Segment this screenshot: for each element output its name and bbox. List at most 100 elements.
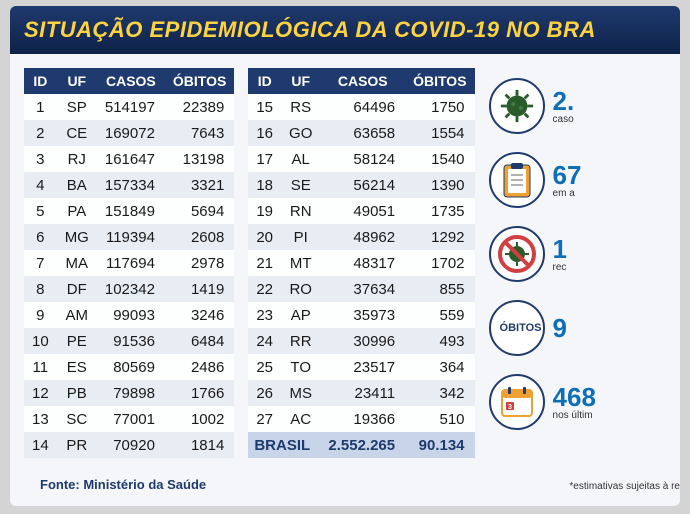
cell-obitos: 13198 [165, 146, 234, 172]
cell-casos: 117694 [97, 250, 165, 276]
states-table-left: ID UF CASOS ÓBITOS 1 SP 514197 22389 2 C… [24, 68, 234, 458]
table-row: 21 MT 48317 1702 [248, 250, 474, 276]
stat-text: 468 nos últim [553, 384, 596, 421]
cell-id: 25 [248, 354, 281, 380]
cell-casos: 48962 [320, 224, 405, 250]
cell-uf: AP [281, 302, 320, 328]
cell-uf: AL [281, 146, 320, 172]
virus-icon [498, 87, 536, 125]
stat-text: 1 rec [553, 236, 567, 273]
cell-casos: 161647 [97, 146, 165, 172]
source-text: Fonte: Ministério da Saúde [40, 477, 206, 492]
cell-id: 12 [24, 380, 57, 406]
total-casos: 2.552.265 [320, 432, 405, 458]
col-id: ID [24, 68, 57, 94]
page-title: SITUAÇÃO EPIDEMIOLÓGICA DA COVID-19 NO B… [24, 17, 596, 43]
cell-uf: DF [57, 276, 97, 302]
col-uf: UF [57, 68, 97, 94]
table-row: 22 RO 37634 855 [248, 276, 474, 302]
table-row: 19 RN 49051 1735 [248, 198, 474, 224]
stat-row: 2. caso [489, 72, 680, 140]
cell-uf: BA [57, 172, 97, 198]
cell-id: 15 [248, 94, 281, 120]
cell-obitos: 6484 [165, 328, 234, 354]
cell-obitos: 3246 [165, 302, 234, 328]
cell-obitos: 5694 [165, 198, 234, 224]
cell-casos: 23517 [320, 354, 405, 380]
col-obitos: ÓBITOS [405, 68, 474, 94]
total-label: BRASIL [248, 432, 320, 458]
table-row: 23 AP 35973 559 [248, 302, 474, 328]
stat-icon-wrap [489, 226, 545, 282]
cell-obitos: 1554 [405, 120, 474, 146]
col-id: ID [248, 68, 281, 94]
cell-uf: PA [57, 198, 97, 224]
table-row: 25 TO 23517 364 [248, 354, 474, 380]
cell-obitos: 1750 [405, 94, 474, 120]
col-obitos: ÓBITOS [165, 68, 234, 94]
cell-obitos: 493 [405, 328, 474, 354]
cell-id: 2 [24, 120, 57, 146]
no-virus-icon [497, 234, 537, 274]
table-row: 27 AC 19366 510 [248, 406, 474, 432]
cell-id: 10 [24, 328, 57, 354]
cell-id: 1 [24, 94, 57, 120]
cell-uf: RR [281, 328, 320, 354]
cell-casos: 56214 [320, 172, 405, 198]
cell-casos: 119394 [97, 224, 165, 250]
cell-id: 27 [248, 406, 281, 432]
table-row: 4 BA 157334 3321 [24, 172, 234, 198]
stat-text: 67 em a [553, 162, 582, 199]
col-uf: UF [281, 68, 320, 94]
cell-casos: 77001 [97, 406, 165, 432]
stat-row: ÓBITOS 9 [489, 294, 680, 362]
cell-casos: 157334 [97, 172, 165, 198]
cell-uf: CE [57, 120, 97, 146]
cell-casos: 37634 [320, 276, 405, 302]
cell-id: 5 [24, 198, 57, 224]
states-table-right: ID UF CASOS ÓBITOS 15 RS 64496 1750 16 G… [248, 68, 474, 458]
cell-uf: SP [57, 94, 97, 120]
table-row: 16 GO 63658 1554 [248, 120, 474, 146]
table-row: 1 SP 514197 22389 [24, 94, 234, 120]
cell-obitos: 1419 [165, 276, 234, 302]
table-row: 11 ES 80569 2486 [24, 354, 234, 380]
cell-uf: SE [281, 172, 320, 198]
clipboard-icon [500, 161, 534, 199]
table-row: 2 CE 169072 7643 [24, 120, 234, 146]
cell-casos: 23411 [320, 380, 405, 406]
table-row: 14 PR 70920 1814 [24, 432, 234, 458]
cell-uf: RO [281, 276, 320, 302]
table-row: 12 PB 79898 1766 [24, 380, 234, 406]
cell-id: 13 [24, 406, 57, 432]
cell-uf: SC [57, 406, 97, 432]
cell-casos: 63658 [320, 120, 405, 146]
cell-casos: 70920 [97, 432, 165, 458]
cell-obitos: 22389 [165, 94, 234, 120]
cell-casos: 79898 [97, 380, 165, 406]
cell-uf: PI [281, 224, 320, 250]
cell-casos: 48317 [320, 250, 405, 276]
cell-obitos: 559 [405, 302, 474, 328]
table-row: 24 RR 30996 493 [248, 328, 474, 354]
stat-row: 3 468 nos últim [489, 368, 680, 436]
cell-obitos: 364 [405, 354, 474, 380]
cell-id: 19 [248, 198, 281, 224]
stat-label: nos últim [553, 410, 596, 421]
stats-sidebar: 2. caso 67 em a 1 rec ÓBITOS 9 3 468 nos… [489, 68, 680, 458]
cell-uf: MS [281, 380, 320, 406]
cell-id: 3 [24, 146, 57, 172]
cell-obitos: 1390 [405, 172, 474, 198]
content-area: ID UF CASOS ÓBITOS 1 SP 514197 22389 2 C… [10, 54, 680, 458]
cell-uf: MG [57, 224, 97, 250]
cell-id: 17 [248, 146, 281, 172]
stat-row: 1 rec [489, 220, 680, 288]
cell-id: 7 [24, 250, 57, 276]
stat-value: 1 [553, 236, 567, 262]
cell-uf: RJ [57, 146, 97, 172]
stat-label: caso [553, 114, 575, 125]
stat-text: 2. caso [553, 88, 575, 125]
cell-uf: ES [57, 354, 97, 380]
cell-id: 8 [24, 276, 57, 302]
cell-id: 9 [24, 302, 57, 328]
